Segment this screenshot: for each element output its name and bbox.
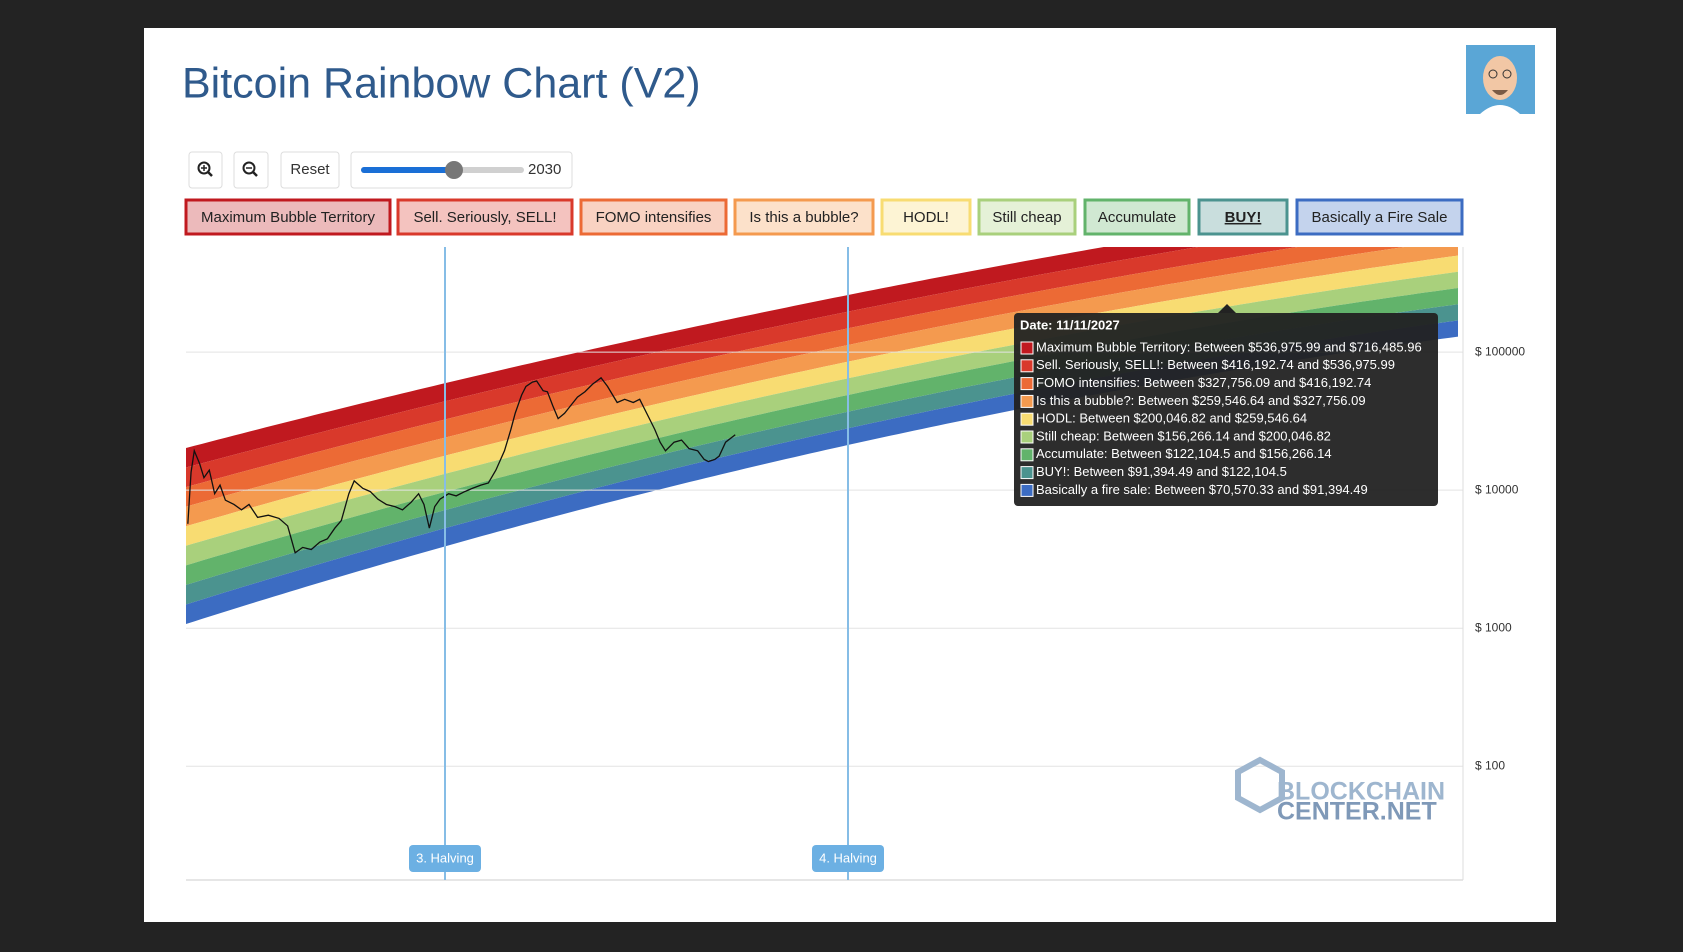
legend-button-bg	[396, 198, 574, 236]
legend-button-bg	[579, 198, 728, 236]
zoom-out-button[interactable]	[233, 151, 269, 189]
legend-label: Basically a Fire Sale	[1312, 209, 1448, 226]
halving-label: 3. Halving	[416, 850, 474, 865]
halving-label: 4. Halving	[819, 850, 877, 865]
legend-button-bg	[184, 198, 392, 236]
legend-label: Accumulate	[1098, 209, 1176, 226]
legend-button-bg	[1197, 198, 1289, 236]
tooltip-swatch	[1020, 483, 1034, 497]
legend-button[interactable]: FOMO intensifies	[579, 198, 728, 236]
tooltip-box	[1014, 313, 1438, 506]
watermark: BLOCKCHAIN CENTER.NET	[1235, 756, 1445, 826]
tooltip-line: FOMO intensifies: Between $327,756.09 an…	[1036, 375, 1371, 390]
tooltip-swatch	[1020, 412, 1034, 426]
reset-button[interactable]: Reset	[280, 151, 340, 189]
rainbow-band	[186, 271, 1458, 566]
watermark-line1: BLOCKCHAIN	[1277, 778, 1445, 806]
avatar	[1466, 45, 1535, 114]
tooltip-swatch	[1020, 394, 1034, 408]
legend-label: FOMO intensifies	[596, 209, 712, 226]
legend-button[interactable]: BUY!	[1197, 198, 1289, 236]
tooltip-line: Sell. Seriously, SELL!: Between $416,192…	[1036, 357, 1395, 372]
legend-button[interactable]: Maximum Bubble Territory	[184, 198, 392, 236]
tooltip: Date: 11/11/2027 Maximum Bubble Territory…	[1014, 304, 1438, 506]
year-slider[interactable]: 2030	[350, 151, 573, 189]
legend-label: Sell. Seriously, SELL!	[413, 209, 556, 226]
legend-button[interactable]: Sell. Seriously, SELL!	[396, 198, 574, 236]
page-title: Bitcoin Rainbow Chart (V2)	[182, 59, 701, 107]
reset-label: Reset	[290, 161, 330, 178]
legend-label: BUY!	[1225, 209, 1262, 226]
legend-button[interactable]: Is this a bubble?	[733, 198, 875, 236]
tooltip-swatch	[1020, 448, 1034, 462]
watermark-line2: CENTER.NET	[1277, 798, 1437, 826]
rainbow-band	[186, 255, 1458, 546]
tooltip-line: Basically a fire sale: Between $70,570.3…	[1036, 482, 1368, 497]
legend-button-bg	[977, 198, 1077, 236]
y-tick-label: $ 100	[1475, 758, 1505, 772]
tooltip-swatch	[1020, 466, 1034, 480]
legend-label: Is this a bubble?	[749, 209, 858, 226]
tooltip-line: BUY!: Between $91,394.49 and $122,104.5	[1036, 464, 1287, 479]
tooltip-swatch	[1020, 377, 1034, 391]
legend-label: Still cheap	[992, 209, 1061, 226]
price-line	[187, 376, 736, 554]
slider-value: 2030	[528, 161, 561, 178]
halving-badge	[812, 845, 884, 872]
legend-button-bg	[1083, 198, 1191, 236]
legend-button[interactable]: HODL!	[880, 198, 972, 236]
tooltip-swatch	[1020, 359, 1034, 373]
tooltip-line: Accumulate: Between $122,104.5 and $156,…	[1036, 446, 1332, 461]
y-tick-label: $ 1000	[1475, 620, 1512, 634]
tooltip-line: HODL: Between $200,046.82 and $259,546.6…	[1036, 411, 1307, 426]
tooltip-swatch	[1020, 430, 1034, 444]
tooltip-title: Date: 11/11/2027	[1020, 317, 1120, 332]
legend-button-bg	[733, 198, 875, 236]
halving-badge	[409, 845, 481, 872]
zoom-in-button[interactable]	[188, 151, 223, 189]
legend-button[interactable]: Basically a Fire Sale	[1295, 198, 1464, 236]
tooltip-line: Is this a bubble?: Between $259,546.64 a…	[1036, 393, 1366, 408]
tooltip-pointer	[1218, 304, 1236, 313]
tooltip-line: Still cheap: Between $156,266.14 and $20…	[1036, 428, 1331, 443]
legend-button-bg	[880, 198, 972, 236]
y-tick-label: $ 10000	[1475, 482, 1519, 496]
legend-label: HODL!	[903, 209, 949, 226]
y-tick-label: $ 100000	[1475, 344, 1525, 358]
legend-button[interactable]: Still cheap	[977, 198, 1077, 236]
legend-button[interactable]: Accumulate	[1083, 198, 1191, 236]
legend: Maximum Bubble Territory Sell. Seriously,…	[184, 198, 1464, 236]
legend-button-bg	[1295, 198, 1464, 236]
overlay: 3. Halving 4. Halving	[187, 247, 884, 880]
tooltip-swatch	[1020, 341, 1034, 355]
tooltip-line: Maximum Bubble Territory: Between $536,9…	[1036, 339, 1422, 354]
legend-label: Maximum Bubble Territory	[201, 209, 375, 226]
